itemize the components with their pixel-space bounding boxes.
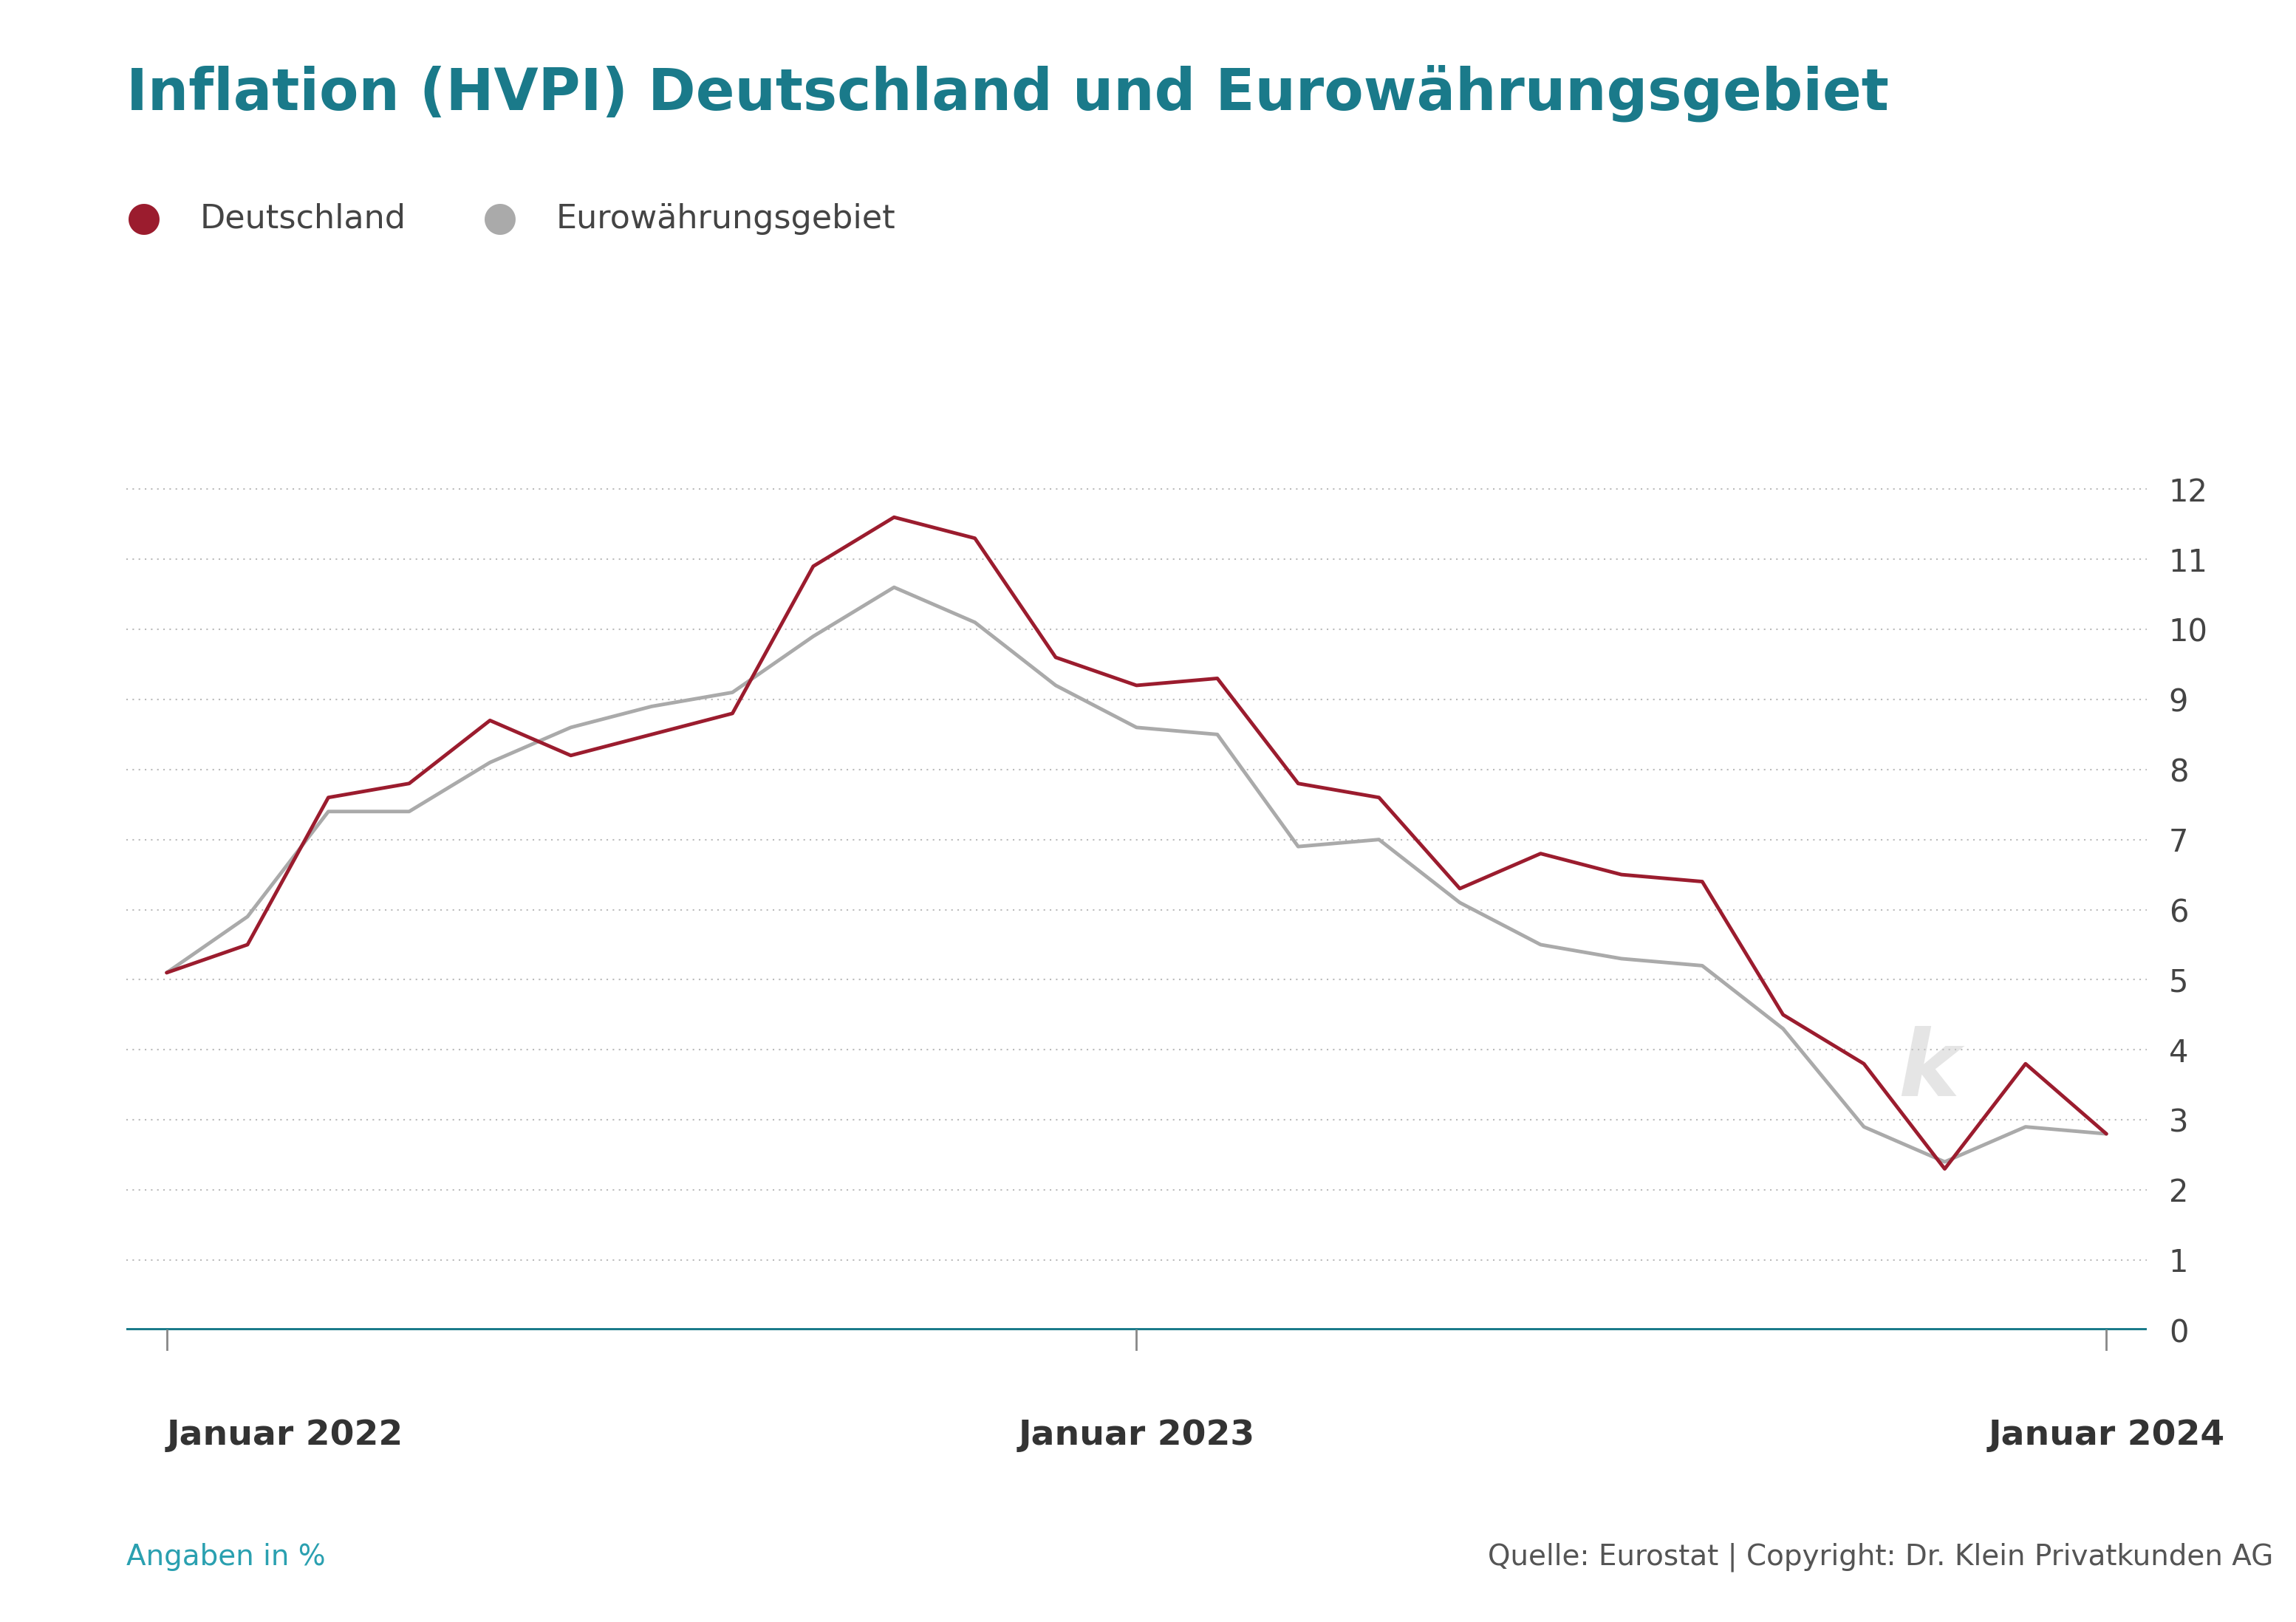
Text: k: k (1899, 1025, 1958, 1116)
Text: Eurowährungsgebiet: Eurowährungsgebiet (556, 203, 895, 235)
Text: Januar 2024: Januar 2024 (1988, 1419, 2225, 1452)
Text: Januar 2022: Januar 2022 (168, 1419, 404, 1452)
Text: Inflation (HVPI) Deutschland und Eurowährungsgebiet: Inflation (HVPI) Deutschland und Eurowäh… (126, 65, 1890, 122)
Text: Angaben in %: Angaben in % (126, 1543, 326, 1572)
Text: ●: ● (126, 200, 161, 238)
Text: Deutschland: Deutschland (200, 203, 406, 235)
Text: Januar 2023: Januar 2023 (1017, 1419, 1256, 1452)
Text: ●: ● (482, 200, 517, 238)
Text: Quelle: Eurostat | Copyright: Dr. Klein Privatkunden AG: Quelle: Eurostat | Copyright: Dr. Klein … (1488, 1543, 2273, 1572)
